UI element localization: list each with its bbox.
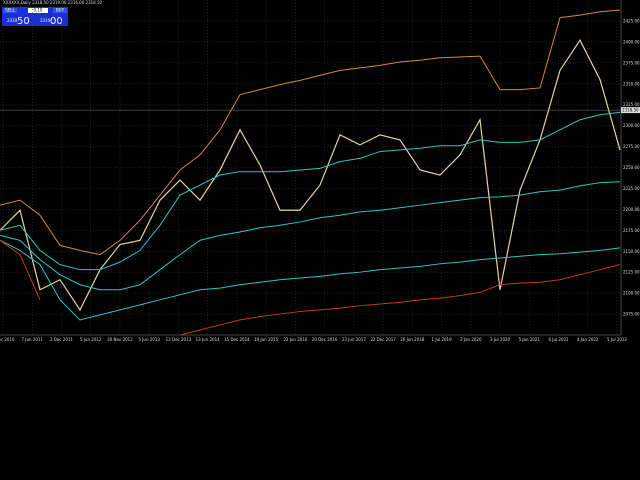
x-tick-label: 23 Jun 2017 bbox=[342, 337, 367, 342]
buy-price-small: 2319 bbox=[40, 18, 51, 23]
series-line bbox=[0, 9, 621, 256]
x-tick-label: 3 Jul 2020 bbox=[490, 337, 511, 342]
x-tick-label: 26 Jun 2018 bbox=[400, 337, 425, 342]
series-line bbox=[0, 239, 621, 321]
y-tick-label: 2250.00 bbox=[623, 165, 640, 170]
y-tick-label: 2325.00 bbox=[623, 102, 640, 107]
y-tick-label: 2350.00 bbox=[623, 81, 640, 86]
price-tag-label: 2318.50 bbox=[622, 108, 639, 113]
buy-button[interactable] bbox=[53, 8, 67, 13]
x-tick-label: 19 Jun 2015 bbox=[254, 337, 279, 342]
panel-bg bbox=[2, 7, 68, 26]
x-tick-label: 15 Dec 2014 bbox=[224, 337, 250, 342]
x-tick-label: 13 Dec 2013 bbox=[166, 337, 192, 342]
x-tick-label: 30 Nov 2012 bbox=[107, 337, 133, 342]
y-tick-label: 2425.00 bbox=[623, 18, 640, 23]
y-tick-label: 2150.00 bbox=[623, 249, 640, 254]
x-tick-label: 2 Jan 2020 bbox=[460, 337, 482, 342]
y-tick-label: 2225.00 bbox=[623, 186, 640, 191]
series-line bbox=[0, 181, 621, 291]
y-tick-label: 2200.00 bbox=[623, 207, 640, 212]
series-line bbox=[0, 39, 621, 312]
y-tick-label: 2400.00 bbox=[623, 39, 640, 44]
sell-price-big: 50 bbox=[17, 16, 30, 27]
x-tick-label: 13 Jun 2014 bbox=[196, 337, 221, 342]
volume[interactable]: 0.10 bbox=[34, 8, 43, 13]
y-tick-label: 2125.00 bbox=[623, 270, 640, 275]
y-tick-label: 2175.00 bbox=[623, 228, 640, 233]
sell-label[interactable]: SELL bbox=[5, 8, 15, 13]
y-tick-label: 2100.00 bbox=[623, 291, 640, 296]
x-tick-label: 20 Dec 2016 bbox=[312, 337, 338, 342]
sell-button[interactable] bbox=[3, 8, 17, 13]
y-tick-label: 2300.00 bbox=[623, 123, 640, 128]
buy-price-big: 00 bbox=[50, 16, 63, 27]
x-tick-label: 5 Jun 2013 bbox=[138, 337, 160, 342]
x-tick-label: 22 Dec 2017 bbox=[370, 337, 396, 342]
x-tick-label: 22 Jun 2016 bbox=[283, 337, 308, 342]
trade-panel: SELL 0.10 BUY 2318 50 2319 00 bbox=[2, 7, 68, 27]
price-tag bbox=[621, 107, 640, 114]
series-line bbox=[0, 111, 621, 271]
x-tick-label: 1 Jul 2019 bbox=[432, 337, 453, 342]
x-tick-label: 2 Dec 2011 bbox=[50, 337, 73, 342]
sell-price-small: 2318 bbox=[7, 18, 18, 23]
chart-title: XXXXXX,Daily 2318.50 2319.00 2316.00 231… bbox=[3, 0, 103, 5]
x-tick-label: 2 Dec 2010 bbox=[0, 337, 15, 342]
y-tick-label: 2075.00 bbox=[623, 312, 640, 317]
volume-input[interactable] bbox=[28, 8, 48, 13]
x-tick-label: 4 Jan 2022 bbox=[577, 337, 599, 342]
x-tick-label: 5 Jun 2012 bbox=[80, 337, 102, 342]
x-tick-label: 6 Jul 2021 bbox=[548, 337, 569, 342]
y-tick-label: 2375.00 bbox=[623, 60, 640, 65]
x-tick-label: 5 Jan 2021 bbox=[519, 337, 541, 342]
series-line bbox=[0, 239, 621, 336]
y-tick-label: 2275.00 bbox=[623, 144, 640, 149]
buy-label[interactable]: BUY bbox=[56, 8, 65, 13]
x-tick-label: 7 Jun 2011 bbox=[21, 337, 43, 342]
x-tick-label: 5 Jul 2022 bbox=[607, 337, 628, 342]
